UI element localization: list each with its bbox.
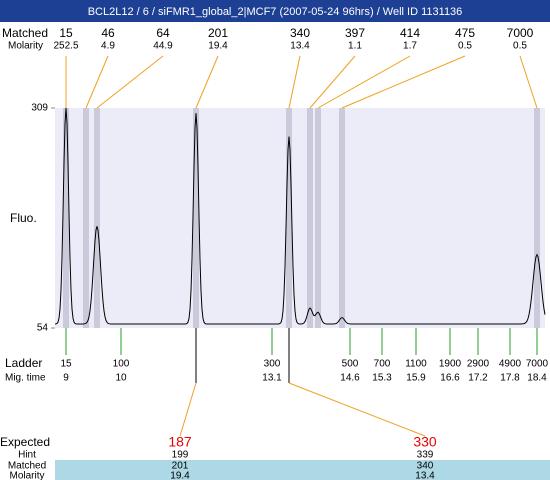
ladder-time: 13.1 [262, 373, 282, 384]
peak-band [286, 108, 292, 328]
ladder-size: 100 [113, 359, 130, 370]
peak-size: 475 [455, 26, 475, 40]
peak-band [307, 108, 313, 328]
ladder-size: 4900 [499, 359, 522, 370]
ladder-time: 16.6 [440, 373, 460, 384]
trace [54, 107, 546, 325]
plot-area [55, 108, 545, 328]
peak-molarity: 19.4 [208, 41, 228, 52]
expected-connector [288, 382, 426, 437]
peak-band [193, 108, 199, 328]
peak-band [83, 108, 89, 328]
ladder-label: Ladder [5, 356, 42, 370]
peak-band [315, 108, 321, 328]
peak-connector [519, 55, 538, 109]
expected-molarity-label: Molarity [9, 471, 44, 480]
peak-size: 414 [400, 26, 420, 40]
ladder-time: 17.8 [500, 373, 520, 384]
ladder-size: 2900 [467, 359, 490, 370]
peak-connector [341, 55, 466, 109]
molarity-row-label: Molarity [8, 41, 43, 52]
matched-value: 340 [417, 461, 434, 472]
expected-value: 330 [413, 434, 437, 450]
peak-size: 201 [208, 26, 228, 40]
expected-connector [179, 382, 197, 437]
peak-band [534, 108, 540, 328]
peak-connector [85, 55, 109, 109]
ladder-time: 18.4 [527, 373, 547, 384]
matched-value: 201 [172, 461, 189, 472]
peak-connector [288, 55, 301, 109]
hint-label: Hint [18, 450, 36, 461]
peak-connector [317, 55, 411, 109]
peak-molarity: 252.5 [53, 41, 78, 52]
peak-connector [195, 55, 219, 109]
ladder-size: 500 [342, 359, 359, 370]
ladder-time: 10 [115, 373, 127, 384]
ladder-time: 15.3 [372, 373, 392, 384]
peak-size: 397 [345, 26, 365, 40]
peak-size: 340 [290, 26, 310, 40]
peak-band [339, 108, 345, 328]
peak-connector [309, 55, 356, 109]
ladder-size: 1100 [405, 359, 427, 370]
y-label: Fluo. [10, 211, 37, 225]
peak-molarity: 0.5 [458, 41, 472, 52]
peak-band [94, 108, 100, 328]
peak-molarity: 1.1 [348, 41, 362, 52]
ladder-time: 9 [63, 373, 69, 384]
peak-connector [96, 55, 164, 109]
title-bar [0, 0, 550, 22]
hint-value: 199 [172, 450, 189, 461]
peak-band [63, 108, 69, 328]
ladder-time: 17.2 [468, 373, 488, 384]
ladder-time: 14.6 [340, 373, 360, 384]
ladder-time: 15.9 [406, 373, 426, 384]
hint-value: 339 [417, 450, 434, 461]
peak-molarity: 1.7 [403, 41, 417, 52]
peak-size: 64 [156, 26, 170, 40]
peak-molarity: 0.5 [513, 41, 527, 52]
peak-size: 7000 [507, 26, 534, 40]
ladder-size: 7000 [526, 359, 549, 370]
expected-value: 187 [168, 434, 192, 450]
title: BCL2L12 / 6 / siFMR1_global_2|MCF7 (2007… [88, 6, 463, 18]
expected-molarity: 13.4 [415, 471, 435, 480]
size-row-label: Matched [2, 26, 48, 40]
expected-label: Expected [0, 435, 50, 449]
expected-molarity: 19.4 [170, 471, 190, 480]
ladder-size: 1900 [439, 359, 462, 370]
y-tick-label: 54 [37, 323, 49, 334]
time-label: Mig. time [5, 373, 46, 384]
matched-label: Matched [8, 461, 46, 472]
y-tick-label: 309 [31, 103, 48, 114]
peak-molarity: 13.4 [290, 41, 310, 52]
ladder-size: 15 [60, 359, 72, 370]
ladder-size: 300 [264, 359, 281, 370]
ladder-size: 700 [374, 359, 391, 370]
peak-size: 15 [59, 26, 73, 40]
peak-molarity: 44.9 [153, 41, 173, 52]
matched-band [55, 460, 550, 480]
peak-molarity: 4.9 [101, 41, 115, 52]
peak-size: 46 [101, 26, 115, 40]
